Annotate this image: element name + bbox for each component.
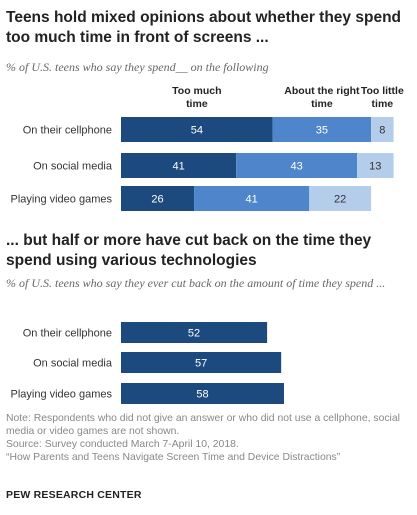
note-text: Note: Respondents who did not give an an…	[6, 413, 400, 437]
data-label-too-much-time-on-their-cellphone: 54	[191, 125, 203, 137]
chart2-title: ... but half or more have cut back on th…	[6, 232, 372, 269]
data-label-too-much-time-playing-video-games: 26	[151, 194, 163, 206]
pew-logo-text: PEW RESEARCH CENTER	[6, 489, 142, 501]
category-label-on-social-media: On social media	[33, 161, 113, 173]
legend-label-too-much-time: Too much time	[172, 85, 221, 110]
bar-too-little-time-playing-video-games	[309, 186, 372, 211]
bar-too-much-time-on-social-media	[121, 153, 237, 178]
data-label-too-little-time-on-their-cellphone: 8	[379, 125, 385, 137]
data-label-cut-back-playing-video-games: 58	[196, 389, 208, 401]
bar-cut-back-playing-video-games	[121, 383, 284, 404]
category-label-on-their-cellphone: On their cellphone	[23, 125, 112, 137]
bar-too-little-time-on-their-cellphone	[371, 117, 394, 142]
chart1-subtitle: % of U.S. teens who say they spend__ on …	[6, 60, 269, 74]
bar-cut-back-on-their-cellphone	[121, 322, 268, 343]
category-label-on-their-cellphone: On their cellphone	[23, 328, 112, 340]
bar-about-the-right-time-playing-video-games	[194, 186, 310, 211]
bar-too-much-time-on-their-cellphone	[121, 117, 273, 142]
bar-about-the-right-time-on-their-cellphone	[272, 117, 372, 142]
data-label-about-the-right-time-on-their-cellphone: 35	[316, 125, 328, 137]
data-label-about-the-right-time-playing-video-games: 41	[246, 194, 258, 206]
report-title: “How Parents and Teens Navigate Screen T…	[6, 452, 341, 463]
category-label-playing-video-games: Playing video games	[10, 194, 112, 206]
legend-label-about-the-right-time: About the right time	[284, 85, 360, 110]
bar-chart: On their cellphone 52 On social media 57 Pla…	[10, 322, 284, 404]
data-label-too-much-time-on-social-media: 41	[172, 161, 184, 173]
data-label-too-little-time-playing-video-games: 22	[334, 194, 346, 206]
data-label-too-little-time-on-social-media: 13	[369, 161, 381, 173]
category-label-playing-video-games: Playing video games	[10, 389, 112, 401]
data-label-about-the-right-time-on-social-media: 43	[291, 161, 303, 173]
category-label-on-social-media: On social media	[33, 358, 113, 370]
data-label-cut-back-on-their-cellphone: 52	[188, 328, 200, 340]
chart2-subtitle: % of U.S. teens who say they ever cut ba…	[6, 276, 386, 290]
legend-label-too-little-time: Too little time	[361, 85, 404, 110]
chart1-title: Teens hold mixed opinions about whether …	[6, 9, 402, 46]
data-label-cut-back-on-social-media: 57	[195, 358, 207, 370]
source-text: Source: Survey conducted March 7-April 1…	[6, 439, 239, 450]
chart-notes: Note: Respondents who did not give an an…	[6, 412, 411, 464]
bar-too-much-time-playing-video-games	[121, 186, 195, 211]
bar-about-the-right-time-on-social-media	[236, 153, 358, 178]
bar-too-little-time-on-social-media	[357, 153, 394, 178]
bar-cut-back-on-social-media	[121, 352, 282, 373]
